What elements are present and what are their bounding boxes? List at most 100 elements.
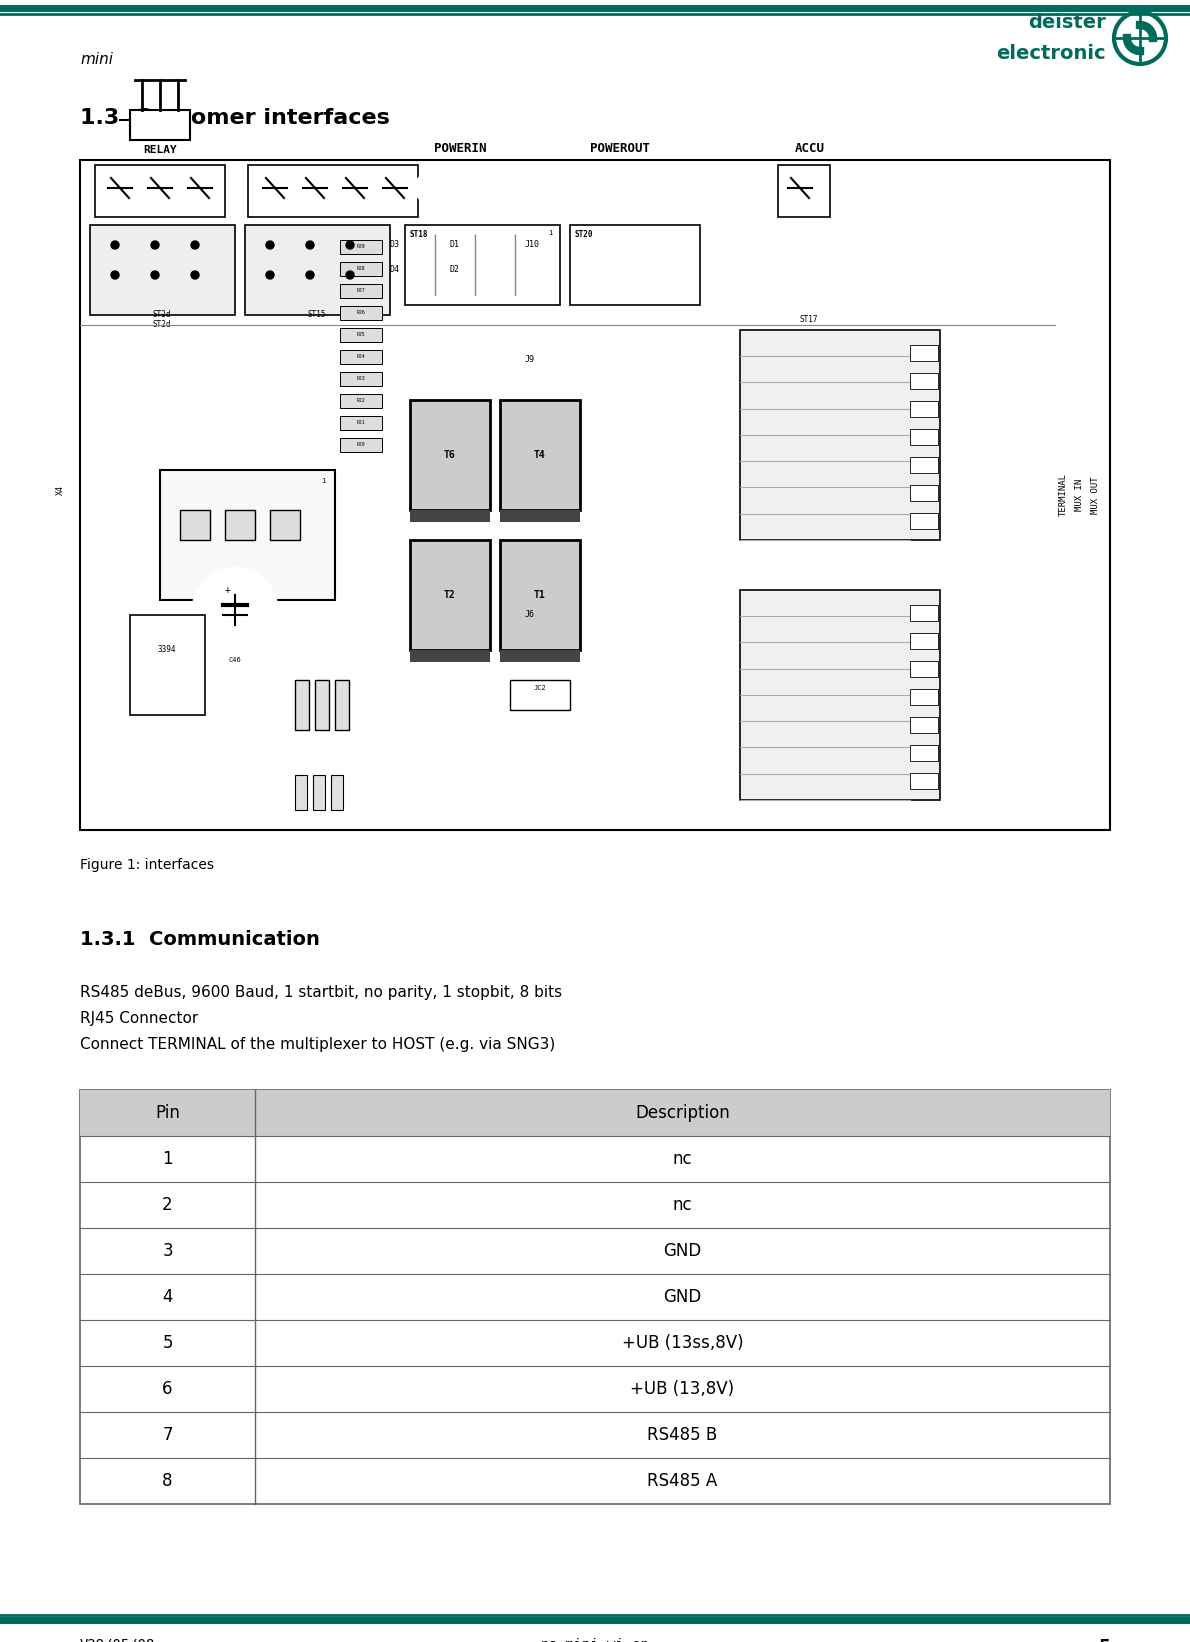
Bar — [340, 415, 382, 430]
Circle shape — [111, 271, 119, 279]
Bar — [95, 164, 225, 217]
Text: T2: T2 — [444, 589, 456, 599]
Text: 1: 1 — [547, 230, 552, 236]
Text: X4: X4 — [56, 484, 65, 494]
Text: TERMINAL: TERMINAL — [1058, 473, 1067, 517]
Text: +UB (13ss,8V): +UB (13ss,8V) — [621, 1333, 744, 1351]
Bar — [910, 634, 938, 649]
Circle shape — [346, 241, 353, 250]
Text: C46: C46 — [228, 657, 242, 663]
Circle shape — [1032, 767, 1088, 823]
Text: ST2d: ST2d — [152, 320, 171, 328]
Bar — [340, 373, 382, 386]
Text: ST29: ST29 — [238, 586, 257, 594]
Circle shape — [192, 271, 199, 279]
Bar — [910, 773, 938, 790]
Text: 8: 8 — [162, 1471, 173, 1489]
Text: RS485 B: RS485 B — [647, 1425, 718, 1443]
Circle shape — [112, 727, 168, 783]
Text: D1: D1 — [450, 240, 461, 250]
Bar — [910, 662, 938, 677]
Circle shape — [151, 241, 159, 250]
Circle shape — [298, 171, 333, 205]
Bar — [340, 305, 382, 320]
Bar — [778, 164, 829, 217]
Text: R21: R21 — [357, 420, 365, 425]
Bar — [910, 512, 938, 529]
Text: Description: Description — [635, 1103, 729, 1121]
Circle shape — [257, 171, 293, 205]
Bar — [740, 589, 940, 800]
Bar — [500, 650, 580, 662]
Text: ST20: ST20 — [575, 230, 594, 240]
Text: 3: 3 — [162, 1241, 173, 1259]
Text: J9: J9 — [525, 355, 536, 365]
Circle shape — [267, 241, 274, 250]
Circle shape — [192, 241, 199, 250]
Text: D3: D3 — [390, 240, 400, 250]
Circle shape — [422, 767, 478, 823]
Text: R27: R27 — [357, 289, 365, 294]
Text: J6: J6 — [525, 609, 536, 619]
Ellipse shape — [610, 171, 650, 205]
Text: 1: 1 — [162, 1149, 173, 1167]
Text: Figure 1: interfaces: Figure 1: interfaces — [80, 859, 214, 872]
Bar — [130, 110, 190, 140]
Text: 6: 6 — [162, 1379, 173, 1397]
Text: D4: D4 — [390, 264, 400, 274]
Text: MUX IN: MUX IN — [1076, 479, 1084, 511]
Text: 1.3.1  Communication: 1.3.1 Communication — [80, 929, 320, 949]
Ellipse shape — [415, 171, 455, 205]
Bar — [740, 330, 940, 540]
Text: ST2d: ST2d — [152, 310, 171, 319]
Bar — [340, 240, 382, 255]
Text: 3394: 3394 — [158, 645, 176, 655]
Text: 7: 7 — [162, 1425, 173, 1443]
Bar — [340, 263, 382, 276]
Bar — [80, 159, 1110, 829]
Text: R28: R28 — [357, 266, 365, 271]
Circle shape — [377, 171, 413, 205]
Text: ST15: ST15 — [308, 310, 326, 319]
Bar — [910, 373, 938, 389]
Text: R23: R23 — [357, 376, 365, 381]
Text: 1: 1 — [321, 478, 325, 484]
Bar — [910, 718, 938, 732]
Bar — [340, 394, 382, 407]
Circle shape — [102, 171, 138, 205]
Ellipse shape — [650, 171, 690, 205]
Text: ps_mini_wi_en: ps_mini_wi_en — [540, 1639, 650, 1642]
Text: R20: R20 — [357, 442, 365, 448]
Circle shape — [217, 737, 253, 773]
Circle shape — [151, 271, 159, 279]
Bar — [340, 284, 382, 297]
Text: R24: R24 — [357, 355, 365, 360]
Circle shape — [182, 171, 218, 205]
Text: T1: T1 — [534, 589, 546, 599]
Bar — [910, 401, 938, 417]
Text: T4: T4 — [534, 450, 546, 460]
Bar — [411, 540, 490, 650]
Circle shape — [306, 271, 314, 279]
Text: R26: R26 — [357, 310, 365, 315]
Text: GND: GND — [663, 1241, 702, 1259]
Circle shape — [193, 568, 277, 652]
Text: RELAY: RELAY — [143, 144, 177, 154]
Text: R25: R25 — [357, 332, 365, 338]
Text: nc: nc — [672, 1195, 693, 1213]
Bar — [405, 225, 560, 305]
Text: 5: 5 — [162, 1333, 173, 1351]
Circle shape — [111, 241, 119, 250]
Bar — [340, 350, 382, 365]
Text: 2: 2 — [162, 1195, 173, 1213]
Bar — [225, 511, 255, 540]
Bar — [159, 470, 336, 599]
Text: R29: R29 — [357, 245, 365, 250]
Bar — [315, 680, 328, 731]
Bar — [295, 775, 307, 810]
Text: Pin: Pin — [155, 1103, 180, 1121]
Bar — [570, 225, 700, 305]
Bar — [511, 680, 570, 709]
Circle shape — [142, 171, 178, 205]
Text: RJ45 Connector: RJ45 Connector — [80, 1011, 199, 1026]
